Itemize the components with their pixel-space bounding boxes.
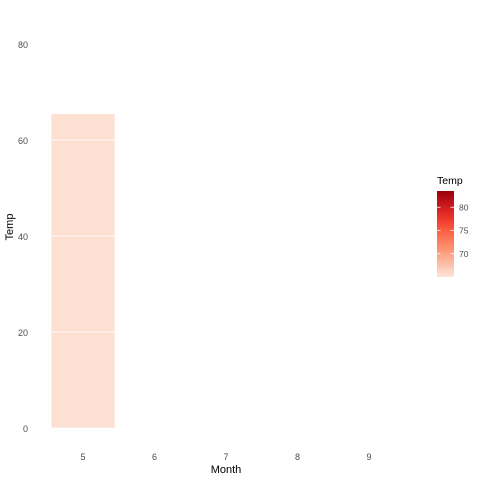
y-axis-title: Temp (4, 214, 16, 241)
legend-title: Temp (437, 175, 463, 187)
x-axis-ticks: 5 6 7 8 9 (80, 452, 371, 462)
y-tick-label: 80 (18, 40, 28, 50)
x-tick-label: 5 (80, 452, 85, 462)
y-tick-label: 20 (18, 328, 28, 338)
y-tick-label: 40 (18, 232, 28, 242)
y-tick-label: 0 (23, 424, 28, 434)
bar-group (50, 113, 116, 429)
x-tick-label: 9 (366, 452, 371, 462)
y-tick-label: 60 (18, 136, 28, 146)
bar-segment (50, 331, 116, 429)
bar-segment (50, 139, 116, 237)
legend-tick-label: 75 (459, 226, 469, 236)
x-tick-label: 7 (223, 452, 228, 462)
x-tick-label: 8 (295, 452, 300, 462)
x-tick-label: 6 (152, 452, 157, 462)
legend: Temp 70 75 80 (437, 175, 469, 277)
legend-tick-label: 70 (459, 249, 469, 259)
legend-ticks: 70 75 80 (437, 202, 469, 259)
y-axis-ticks: 0 20 40 60 80 (18, 40, 28, 434)
bar-segment (50, 113, 116, 141)
x-axis-title: Month (211, 464, 242, 476)
legend-tick-label: 80 (459, 202, 469, 212)
legend-colorbar (437, 191, 454, 277)
bar-segment (50, 235, 116, 333)
